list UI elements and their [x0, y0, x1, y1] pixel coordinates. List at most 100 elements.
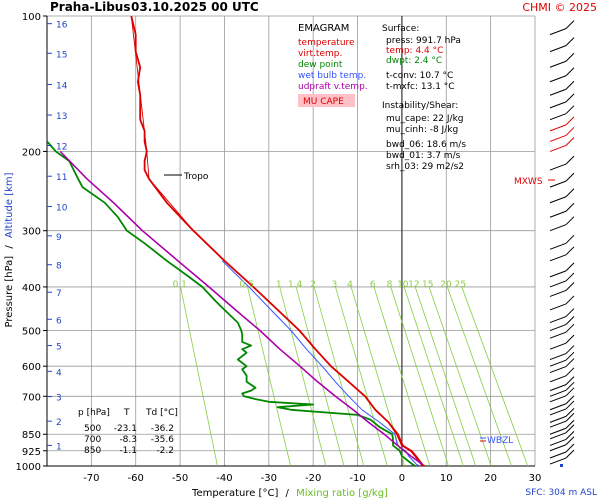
wind-barb-staff: [549, 124, 567, 132]
wind-barb-staff: [549, 331, 567, 339]
mixing-ratio-line: [335, 286, 388, 466]
legend-item-temperature: temperature: [298, 38, 355, 48]
mu-cape-badge: MU CAPE: [303, 97, 344, 107]
sfc-label: SFC: 304 m ASL: [525, 488, 597, 498]
mixing-ratio-label: 1: [276, 280, 282, 290]
wind-barb-flag: [565, 419, 575, 429]
series-line-udpraft-v-temp: [59, 150, 423, 466]
wind-barb-flag: [565, 272, 575, 282]
instability-bwd06: bwd_06: 18.6 m/s: [386, 140, 466, 150]
datetime-title: 03.10.2025 00 UTC: [131, 0, 259, 14]
mixing-ratio-label: 10: [397, 280, 409, 290]
mixing-ratio-label: 4: [347, 280, 353, 290]
wind-barb-flag: [565, 234, 575, 244]
mixing-ratio-label: 2: [310, 280, 316, 290]
mixing-ratio-label: 25: [455, 280, 466, 290]
x-axis-title-mixing: Mixing ratio [g/kg]: [296, 488, 388, 499]
mixing-ratio-lines: [180, 286, 529, 466]
mixing-ratio-line: [180, 286, 218, 466]
mixing-ratio-line: [428, 286, 492, 466]
altitude-tick-label: 14: [56, 82, 68, 92]
wind-barb-staff: [549, 395, 567, 403]
wind-barb-staff: [549, 389, 567, 397]
table-cell: -8.3: [119, 435, 137, 445]
mixing-ratio-line: [461, 286, 529, 466]
wind-barb-staff: [549, 403, 567, 411]
mixing-ratio-label: 20: [440, 280, 452, 290]
wind-barb-staff: [549, 163, 567, 171]
wind-barb-staff: [549, 242, 567, 250]
wind-barb-staff: [549, 224, 567, 232]
wind-barb-flag: [565, 127, 575, 136]
pressure-tick-label: 300: [22, 227, 41, 238]
mixing-ratio-label: 6: [370, 280, 376, 290]
wind-barb-flag: [565, 376, 575, 385]
wind-barb-staff: [549, 144, 567, 152]
table-cell: 700: [84, 435, 101, 445]
wind-barb-flag: [565, 216, 575, 226]
altitude-tick-label: 4: [56, 368, 62, 378]
wind-barb-staff: [549, 196, 567, 204]
pressure-tick-label: 700: [22, 392, 41, 403]
legend: EMAGRAM temperature virt.temp. dew point…: [298, 23, 368, 107]
temperature-tick-label: 10: [440, 473, 453, 484]
wind-barbs: [549, 20, 575, 467]
surface-press: press: 991.7 hPa: [386, 36, 461, 46]
wind-barb-flag: [565, 172, 575, 182]
wind-barb-flag: [565, 395, 575, 405]
wind-barb-staff: [549, 366, 567, 374]
wind-barb-flag: [565, 367, 575, 377]
mixing-ratio-labels: 0.1 0.5 1 1.4 2 3 4 6 8 10 12 15 20 25: [173, 280, 467, 290]
wind-barb-staff: [549, 101, 567, 109]
legend-item-updraft: udpraft v.temp.: [298, 82, 368, 92]
altitude-tick-label: 16: [56, 21, 68, 31]
instability-mu-cape: mu_cape: 22 J/kg: [386, 114, 464, 124]
wbzl-label: WBZL: [487, 436, 513, 446]
mixing-ratio-label: 3: [332, 280, 338, 290]
wind-barb-flag: [565, 408, 575, 417]
surface-panel: Surface: press: 991.7 hPa temp: 4.4 °C d…: [382, 24, 466, 172]
wind-barb-staff: [549, 408, 567, 416]
surface-wind-marker: [560, 464, 563, 467]
wind-barb-staff: [549, 45, 567, 53]
instability-srh03: srh_03: 29 m2/s2: [386, 162, 464, 172]
wind-barb-staff: [549, 324, 567, 332]
temperature-tick-label: -60: [128, 473, 144, 484]
surface-tconv: t-conv: 10.7 °C: [386, 71, 453, 81]
mixing-ratio-line: [403, 286, 464, 466]
legend-item-dew-point: dew point: [298, 60, 343, 70]
mixing-ratio-label: 15: [422, 280, 433, 290]
temperature-tick-label: 20: [484, 473, 497, 484]
table-header-td: Td [°C]: [145, 408, 178, 418]
level-table: p [hPa] T Td [°C] 500 -23.1 -36.2 700 -8…: [78, 408, 178, 456]
mixing-ratio-label: 12: [408, 280, 419, 290]
wind-barb-flag: [565, 400, 575, 410]
wind-barb-staff: [549, 451, 567, 459]
temperature-tick-label: -50: [172, 473, 188, 484]
wind-barb-staff: [549, 88, 567, 96]
series-line-dew-point: [47, 140, 416, 466]
x-axis-title: Temperature [°C] / Mixing ratio [g/kg]: [191, 488, 388, 499]
wind-barb-staff: [549, 438, 567, 446]
altitude-tick-label: 15: [56, 50, 67, 60]
mixing-ratio-line: [295, 286, 345, 466]
wind-barb-flag: [565, 308, 575, 317]
pressure-tick-label: 100: [22, 12, 41, 23]
wind-barb-staff: [549, 342, 567, 350]
mixing-ratio-line: [247, 286, 292, 466]
wind-barb-flag: [565, 262, 575, 272]
wind-barb-flag: [565, 37, 575, 46]
mixing-ratio-line: [446, 286, 512, 466]
temperature-tick-label: -70: [83, 473, 99, 484]
surface-tmxfc: t-mxfc: 13.1 °C: [386, 82, 455, 92]
temperature-tick-label: -10: [349, 473, 365, 484]
table-cell: 850: [84, 446, 101, 456]
temperature-tick-label: -30: [261, 473, 277, 484]
altitude-tick-label: 11: [56, 173, 67, 183]
temperature-tick-label: 0: [399, 473, 405, 484]
table-cell: -36.2: [151, 424, 174, 434]
pressure-tick-label: 500: [22, 327, 41, 338]
wind-barb-staff: [549, 384, 567, 392]
